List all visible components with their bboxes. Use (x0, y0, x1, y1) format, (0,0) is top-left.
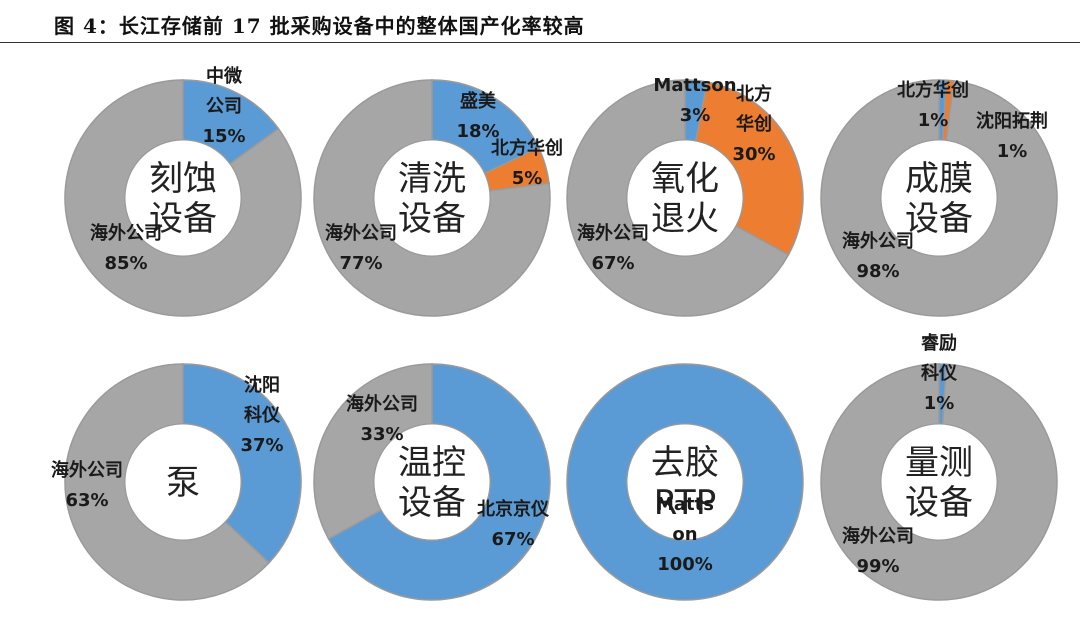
donut-4-slice-1-label: 北方华创 (897, 79, 969, 101)
donut-6-slice-1 (327, 363, 551, 601)
donut-4-slice-2-label: 1% (997, 141, 1028, 162)
donut-2-slice-1-label: 18% (456, 121, 499, 142)
donut-1-slice-2 (64, 79, 302, 317)
donut-1-slice-1-label: 公司 (206, 96, 242, 117)
donut-3-center-label: 退火 (651, 199, 719, 239)
donut-2-slice-3-label: 77% (339, 253, 382, 274)
donut-4-center-label: 成膜 (905, 159, 973, 199)
donut-3-slice-1-label: 3% (680, 105, 711, 126)
donut-2-slice-2-label: 北方华创 (491, 137, 563, 159)
donut-8-slice-2-label: 99% (856, 556, 899, 577)
donut-7-slice-1-label: on (672, 524, 697, 545)
donut-1-center-label: 刻蚀 (149, 159, 217, 199)
donut-5-hole (125, 424, 241, 540)
donut-5-slice-1-label: 37% (240, 435, 283, 456)
donut-2-slice-3-label: 海外公司 (325, 222, 397, 244)
donut-3-slice-2-label: 华创 (736, 113, 772, 135)
donut-3-slice-3-label: 海外公司 (577, 222, 649, 244)
donut-1-center-label: 设备 (149, 199, 217, 239)
donut-2-slice-1-label: 盛美 (460, 90, 496, 112)
donut-8-slice-1-label: 1% (924, 393, 955, 414)
donut-8-slice-2-label: 海外公司 (842, 525, 914, 547)
donut-1-slice-1-label: 中微 (206, 65, 242, 87)
donut-4-slice-3 (820, 79, 1058, 317)
donut-8-slice-2 (820, 363, 1058, 601)
figure-title: 图 4：长江存储前 17 批采购设备中的整体国产化率较高 (54, 14, 585, 38)
donut-3-slice-1-label: Mattson (653, 75, 736, 96)
donut-6-center-label: 设备 (398, 483, 466, 523)
donut-3-hole (627, 140, 743, 256)
donut-4-center-label: 设备 (905, 199, 973, 239)
donut-7-center-label: 去胶 (651, 443, 719, 483)
donut-5-slice-1 (182, 363, 302, 564)
donut-2-center-label: 清洗 (398, 159, 466, 199)
donut-5-slice-1-label: 科仪 (244, 404, 281, 426)
donut-4-slice-3-label: 98% (856, 261, 899, 282)
donut-4-hole (881, 140, 997, 256)
donut-3-slice-3 (566, 79, 790, 317)
donut-5-slice-2-label: 63% (65, 490, 108, 511)
donut-8-hole (881, 424, 997, 540)
donut-4-slice-2-label: 沈阳拓荆 (976, 110, 1048, 132)
donut-1-hole (125, 140, 241, 256)
donut-2-hole (374, 140, 490, 256)
donut-5-slice-1-label: 沈阳 (244, 374, 280, 396)
donut-7-slice-1-label: Matts (656, 494, 714, 515)
donut-7-slice-1-label: 100% (657, 554, 713, 575)
donut-1-slice-2-label: 85% (104, 253, 147, 274)
donut-6-hole (374, 424, 490, 540)
title-rule (0, 42, 1080, 43)
donut-8-slice-1-label: 睿励 (921, 332, 957, 354)
donut-5-slice-2 (64, 363, 271, 601)
donut-6-slice-1-label: 67% (491, 529, 534, 550)
donut-3-slice-2-label: 30% (732, 144, 775, 165)
donut-3-slice-3-label: 67% (591, 253, 634, 274)
donut-4-slice-3-label: 海外公司 (842, 230, 914, 252)
donut-2-slice-3 (313, 79, 551, 317)
donut-1-slice-1-label: 15% (202, 126, 245, 147)
donut-5-slice-2-label: 海外公司 (51, 459, 123, 481)
donut-6-slice-2-label: 33% (360, 424, 403, 445)
donut-6-slice-2 (313, 363, 433, 540)
donut-4-slice-1-label: 1% (918, 110, 949, 131)
donut-7-slice-1 (566, 363, 804, 601)
donut-2-slice-2-label: 5% (512, 168, 543, 189)
donut-6-slice-2-label: 海外公司 (346, 393, 418, 415)
donut-8-slice-1-label: 科仪 (921, 362, 958, 384)
donut-6-center-label: 温控 (398, 443, 466, 483)
donut-1-slice-2-label: 海外公司 (90, 222, 162, 244)
donut-3-slice-2-label: 北方 (736, 83, 772, 105)
donut-3-center-label: 氧化 (651, 159, 719, 199)
donut-2-center-label: 设备 (398, 199, 466, 239)
donut-6-slice-1-label: 北京京仪 (477, 498, 550, 520)
donut-8-center-label: 设备 (905, 483, 973, 523)
donut-8-center-label: 量测 (905, 443, 973, 483)
donut-7-center-label: RTP (654, 483, 716, 523)
donut-7-hole (627, 424, 743, 540)
donut-5-center-label: 泵 (166, 463, 200, 503)
donut-3-slice-2 (694, 81, 804, 256)
